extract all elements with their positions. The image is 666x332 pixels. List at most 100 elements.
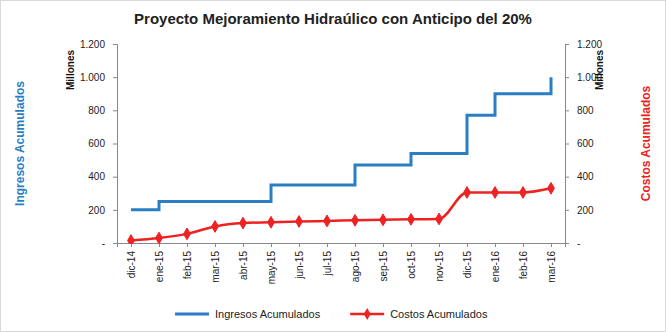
tick: feb-16 xyxy=(518,243,529,279)
tick-mark xyxy=(327,243,328,247)
tick-label: dic-14 xyxy=(126,251,137,279)
marker xyxy=(156,232,163,244)
tick-mark xyxy=(551,243,552,247)
axis-line xyxy=(118,244,566,248)
chart: Proyecto Mejoramiento Hidraúlico con Ant… xyxy=(0,0,666,332)
series-line xyxy=(131,188,551,240)
tick-mark xyxy=(113,177,117,178)
tick-label: 1.000 xyxy=(80,72,105,83)
tick: jul-15 xyxy=(322,243,333,276)
axis-line xyxy=(566,45,570,244)
tick-mark xyxy=(411,243,412,247)
tick: 200 xyxy=(88,205,117,216)
legend-swatch xyxy=(175,313,209,316)
tick-mark xyxy=(113,110,117,111)
tick: 1.200 xyxy=(565,39,602,50)
tick: nov-15 xyxy=(434,243,445,282)
marker xyxy=(436,213,443,225)
annotation: Millones xyxy=(65,50,76,90)
tick-label: mar-15 xyxy=(210,251,221,283)
marker xyxy=(492,187,499,199)
tick: dic-15 xyxy=(462,243,473,278)
title: Proyecto Mejoramiento Hidraúlico con Ant… xyxy=(134,10,532,27)
tick-mark xyxy=(565,77,569,78)
tick-mark xyxy=(113,144,117,145)
tick-mark xyxy=(271,243,272,247)
tick: - xyxy=(565,238,580,249)
annotation: Millones xyxy=(594,50,605,90)
tick-mark xyxy=(355,243,356,247)
x-axis: dic-14 ene-15 feb-15 mar-15 abr-15 may-15 jun-… xyxy=(118,243,566,284)
tick-mark xyxy=(187,243,188,247)
marker xyxy=(352,214,359,226)
tick-label: 200 xyxy=(88,205,105,216)
tick: abr-15 xyxy=(238,243,249,280)
tick-mark xyxy=(113,210,117,211)
tick-mark xyxy=(565,44,569,45)
tick-label: dic-15 xyxy=(462,251,473,279)
tick-label: 800 xyxy=(577,105,594,116)
tick-mark xyxy=(565,177,569,178)
tick-mark xyxy=(113,243,117,244)
tick: 200 xyxy=(565,205,594,216)
y2-axis-title: Costos Acumulados xyxy=(639,85,653,201)
tick-mark xyxy=(565,210,569,211)
tick-mark xyxy=(215,243,216,247)
tick-label: 200 xyxy=(577,205,594,216)
legend-item: Costos Acumulados xyxy=(350,308,488,320)
tick: feb-15 xyxy=(182,243,193,279)
tick-label: oct-15 xyxy=(406,251,417,279)
tick-label: ene-16 xyxy=(490,251,501,283)
marker xyxy=(380,214,387,226)
tick-mark xyxy=(565,144,569,145)
tick-mark xyxy=(113,77,117,78)
tick-mark xyxy=(243,243,244,247)
tick-mark xyxy=(113,44,117,45)
tick-label: feb-15 xyxy=(182,251,193,280)
marker xyxy=(240,217,247,229)
series-line xyxy=(131,77,551,210)
tick: oct-15 xyxy=(406,243,417,279)
legend-item: Ingresos Acumulados xyxy=(175,308,321,320)
tick-label: ago-15 xyxy=(350,251,361,283)
marker xyxy=(268,216,275,228)
tick-label: 400 xyxy=(88,171,105,182)
tick-label: abr-15 xyxy=(238,251,249,280)
tick: jun-15 xyxy=(294,243,305,280)
tick-mark xyxy=(383,243,384,247)
tick-label: may-15 xyxy=(266,251,277,285)
tick: ene-15 xyxy=(154,243,165,282)
tick: 1.200 xyxy=(80,39,117,50)
marker xyxy=(408,213,415,225)
tick: mar-15 xyxy=(210,243,221,283)
tick: 1.000 xyxy=(80,72,117,83)
tick-label: nov-15 xyxy=(434,251,445,282)
tick: 800 xyxy=(88,105,117,116)
tick-label: 1.200 xyxy=(80,39,105,50)
plot-area xyxy=(128,77,555,244)
tick: 400 xyxy=(88,171,117,182)
tick: sep-15 xyxy=(378,243,389,282)
tick-mark xyxy=(299,243,300,247)
tick-mark xyxy=(439,243,440,247)
tick: 600 xyxy=(88,138,117,149)
tick-label: feb-16 xyxy=(518,251,529,280)
tick-label: 400 xyxy=(577,171,594,182)
marker xyxy=(520,187,527,199)
marker xyxy=(548,182,555,194)
marker xyxy=(296,216,303,228)
tick-label: 600 xyxy=(577,138,594,149)
chart-frame xyxy=(1,1,666,332)
tick: may-15 xyxy=(266,243,277,284)
legend-marker xyxy=(364,308,371,320)
tick-label: jun-15 xyxy=(294,251,305,280)
tick-mark xyxy=(467,243,468,247)
tick: 800 xyxy=(565,105,594,116)
tick-label: jul-15 xyxy=(322,251,333,277)
tick-label: sep-15 xyxy=(378,251,389,282)
tick: 600 xyxy=(565,138,594,149)
tick-label: 1.200 xyxy=(577,39,602,50)
tick-mark xyxy=(495,243,496,247)
marker xyxy=(184,228,191,240)
y-axis: -2004006008001.0001.200 xyxy=(80,39,118,249)
